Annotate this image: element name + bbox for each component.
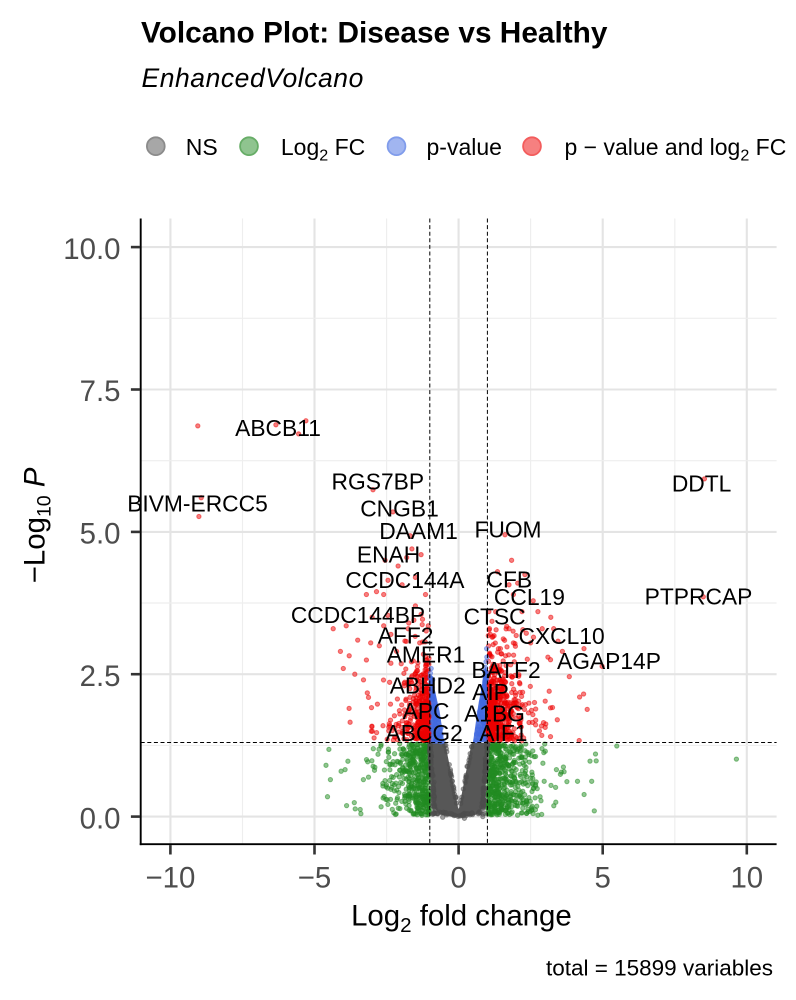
svg-text:p − value and log2 FC: p − value and log2 FC — [565, 134, 787, 165]
svg-text:−Log10 P: −Log10 P — [19, 467, 56, 583]
svg-text:ENAH: ENAH — [357, 541, 420, 567]
svg-text:FUOM: FUOM — [474, 517, 541, 543]
svg-text:DAAM1: DAAM1 — [379, 518, 458, 544]
svg-text:CCDC144A: CCDC144A — [345, 567, 465, 593]
svg-text:10: 10 — [730, 862, 763, 895]
svg-text:7.5: 7.5 — [80, 375, 121, 408]
svg-text:Log2 fold change: Log2 fold change — [351, 899, 572, 937]
svg-text:0: 0 — [450, 862, 466, 895]
svg-text:DDTL: DDTL — [672, 471, 732, 497]
svg-text:0.0: 0.0 — [80, 802, 121, 835]
svg-text:ABCB11: ABCB11 — [235, 415, 321, 441]
svg-text:p-value: p-value — [427, 134, 502, 160]
svg-text:5.0: 5.0 — [80, 518, 121, 551]
svg-text:BIVM-ERCC5: BIVM-ERCC5 — [127, 490, 268, 516]
svg-text:−5: −5 — [298, 862, 332, 895]
svg-text:ABHD2: ABHD2 — [390, 672, 466, 698]
svg-text:EnhancedVolcano: EnhancedVolcano — [142, 63, 364, 93]
svg-text:RGS7BP: RGS7BP — [332, 469, 425, 495]
svg-text:NS: NS — [186, 134, 218, 160]
svg-text:10.0: 10.0 — [63, 233, 120, 266]
svg-text:AGAP14P: AGAP14P — [557, 648, 661, 674]
svg-text:5: 5 — [595, 862, 611, 895]
svg-text:AMER1: AMER1 — [387, 642, 466, 668]
svg-text:Volcano Plot: Disease vs Healt: Volcano Plot: Disease vs Healthy — [141, 17, 608, 50]
svg-text:total = 15899 variables: total = 15899 variables — [546, 955, 773, 980]
svg-text:2.5: 2.5 — [80, 660, 121, 693]
svg-text:Log2 FC: Log2 FC — [281, 134, 365, 165]
svg-text:−10: −10 — [145, 862, 195, 895]
svg-text:ABCG2: ABCG2 — [386, 720, 463, 746]
svg-text:AIF1: AIF1 — [479, 720, 527, 746]
svg-text:CXCL10: CXCL10 — [519, 623, 605, 649]
svg-text:CTSC: CTSC — [464, 603, 526, 629]
svg-text:PTPRCAP: PTPRCAP — [645, 583, 753, 609]
